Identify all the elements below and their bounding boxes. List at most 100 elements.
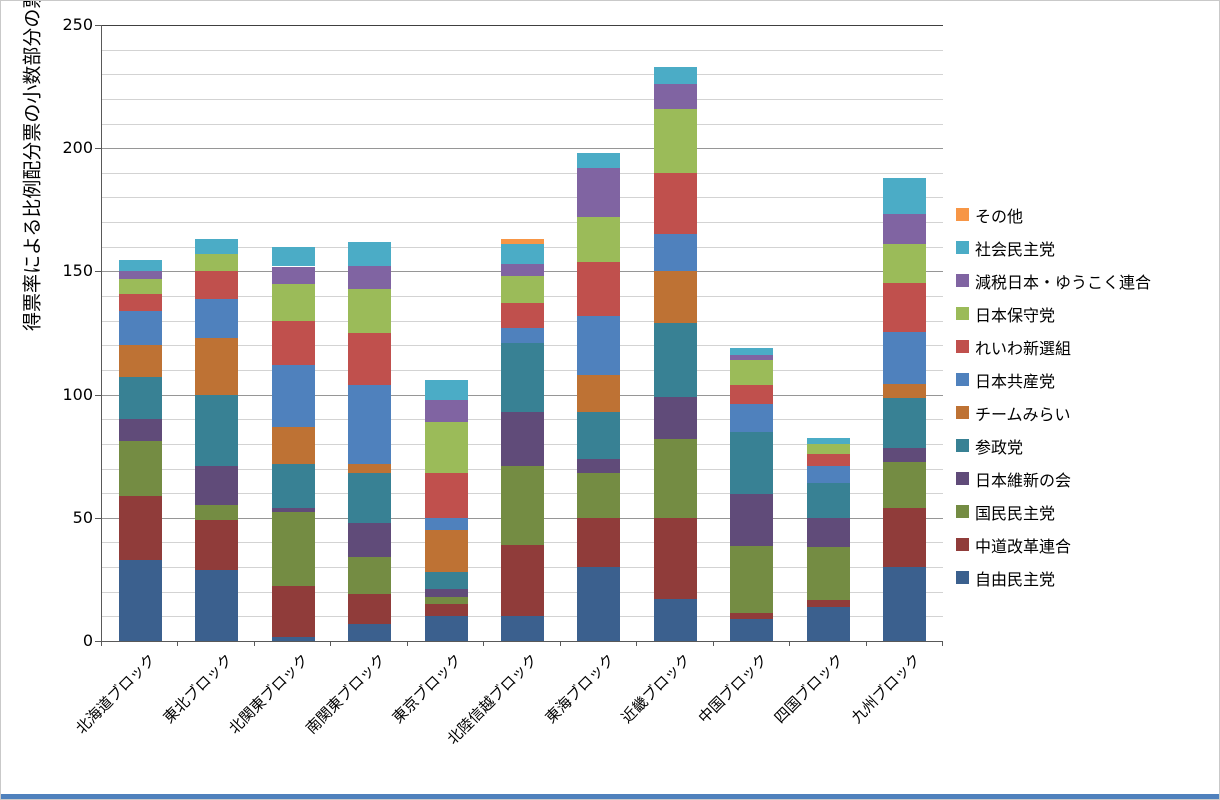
bar-segment[interactable] — [271, 463, 315, 508]
bar-segment[interactable] — [348, 384, 392, 464]
bar-segment[interactable] — [424, 589, 468, 597]
bar-segment[interactable] — [730, 494, 774, 547]
bar-segment[interactable] — [653, 66, 697, 85]
bar-segment[interactable] — [118, 260, 162, 272]
bar-segment[interactable] — [806, 443, 850, 454]
bar-segment[interactable] — [348, 333, 392, 385]
bar-segment[interactable] — [424, 399, 468, 422]
bar-segment[interactable] — [424, 530, 468, 573]
legend-item[interactable]: 日本保守党 — [956, 297, 1151, 330]
bar-segment[interactable] — [348, 557, 392, 595]
bar-segment[interactable] — [653, 323, 697, 398]
bar-segment[interactable] — [195, 271, 239, 299]
bar-segment[interactable] — [118, 271, 162, 279]
bar-segment[interactable] — [653, 234, 697, 272]
bar-segment[interactable] — [424, 379, 468, 400]
bar-segment[interactable] — [806, 547, 850, 601]
bar-segment[interactable] — [883, 331, 927, 384]
bar-segment[interactable] — [271, 246, 315, 267]
bar-segment[interactable] — [653, 84, 697, 109]
bar-segment[interactable] — [271, 266, 315, 284]
bar-segment[interactable] — [195, 466, 239, 506]
bar-segment[interactable] — [424, 604, 468, 617]
bar-segment[interactable] — [501, 616, 544, 641]
bar-segment[interactable] — [348, 288, 392, 333]
bar-segment[interactable] — [883, 398, 927, 448]
legend-item[interactable]: 日本維新の会 — [956, 462, 1151, 495]
bar-segment[interactable] — [271, 585, 315, 638]
bar-segment[interactable] — [806, 517, 850, 548]
bar-segment[interactable] — [118, 345, 162, 378]
bar-segment[interactable] — [653, 108, 697, 173]
legend-item[interactable]: 中道改革連合 — [956, 528, 1151, 561]
bar-segment[interactable] — [118, 310, 162, 346]
bar-segment[interactable] — [653, 599, 697, 641]
bar-segment[interactable] — [271, 283, 315, 321]
bar-segment[interactable] — [501, 239, 544, 245]
bar-segment[interactable] — [883, 213, 927, 245]
bar-segment[interactable] — [883, 447, 927, 463]
bar-segment[interactable] — [883, 282, 927, 332]
bar-segment[interactable] — [424, 473, 468, 518]
bar-segment[interactable] — [577, 374, 621, 412]
bar-segment[interactable] — [501, 544, 544, 617]
bar-segment[interactable] — [118, 293, 162, 311]
bar-segment[interactable] — [806, 600, 850, 607]
bar-segment[interactable] — [118, 441, 162, 496]
legend-item[interactable]: チームみらい — [956, 396, 1151, 429]
bar-segment[interactable] — [577, 153, 621, 168]
bar-segment[interactable] — [195, 239, 239, 255]
bar-segment[interactable] — [501, 328, 544, 343]
bar-segment[interactable] — [883, 507, 927, 568]
bar-segment[interactable] — [271, 320, 315, 366]
bar-segment[interactable] — [118, 559, 162, 641]
bar-segment[interactable] — [883, 462, 927, 508]
bar-segment[interactable] — [577, 261, 621, 316]
bar-segment[interactable] — [653, 397, 697, 439]
bar-segment[interactable] — [883, 244, 927, 283]
legend-item[interactable]: 日本共産党 — [956, 363, 1151, 396]
bar-segment[interactable] — [577, 567, 621, 641]
bar-segment[interactable] — [577, 517, 621, 568]
bar-segment[interactable] — [501, 466, 544, 545]
bar-segment[interactable] — [195, 569, 239, 641]
bar-segment[interactable] — [577, 217, 621, 262]
bar-segment[interactable] — [118, 495, 162, 560]
legend-item[interactable]: れいわ新選組 — [956, 330, 1151, 363]
bar-segment[interactable] — [806, 606, 850, 641]
bar-segment[interactable] — [348, 473, 392, 523]
legend-item[interactable]: 国民民主党 — [956, 495, 1151, 528]
legend-item[interactable]: 参政党 — [956, 429, 1151, 462]
bar-segment[interactable] — [195, 298, 239, 338]
bar-segment[interactable] — [577, 411, 621, 459]
bar-segment[interactable] — [730, 618, 774, 641]
bar-segment[interactable] — [730, 612, 774, 619]
bar-segment[interactable] — [348, 623, 392, 641]
bar-segment[interactable] — [195, 394, 239, 467]
bar-segment[interactable] — [118, 278, 162, 294]
bar-segment[interactable] — [501, 411, 544, 467]
bar-segment[interactable] — [271, 511, 315, 586]
bar-segment[interactable] — [348, 594, 392, 624]
bar-segment[interactable] — [730, 431, 774, 495]
bar-segment[interactable] — [348, 241, 392, 267]
legend-item[interactable]: 自由民主党 — [956, 561, 1151, 594]
bar-segment[interactable] — [424, 596, 468, 605]
bar-segment[interactable] — [501, 276, 544, 304]
bar-segment[interactable] — [730, 404, 774, 432]
bar-segment[interactable] — [195, 520, 239, 570]
bar-segment[interactable] — [118, 419, 162, 442]
bar-segment[interactable] — [806, 453, 850, 467]
legend-item[interactable]: その他 — [956, 198, 1151, 231]
bar-segment[interactable] — [501, 244, 544, 265]
bar-segment[interactable] — [806, 466, 850, 484]
bar-segment[interactable] — [577, 167, 621, 218]
bar-segment[interactable] — [730, 347, 774, 356]
bar-segment[interactable] — [348, 266, 392, 289]
bar-segment[interactable] — [653, 271, 697, 324]
bar-segment[interactable] — [271, 365, 315, 427]
bar-segment[interactable] — [424, 517, 468, 531]
bar-segment[interactable] — [424, 421, 468, 474]
bar-segment[interactable] — [806, 437, 850, 444]
bar-segment[interactable] — [118, 377, 162, 420]
